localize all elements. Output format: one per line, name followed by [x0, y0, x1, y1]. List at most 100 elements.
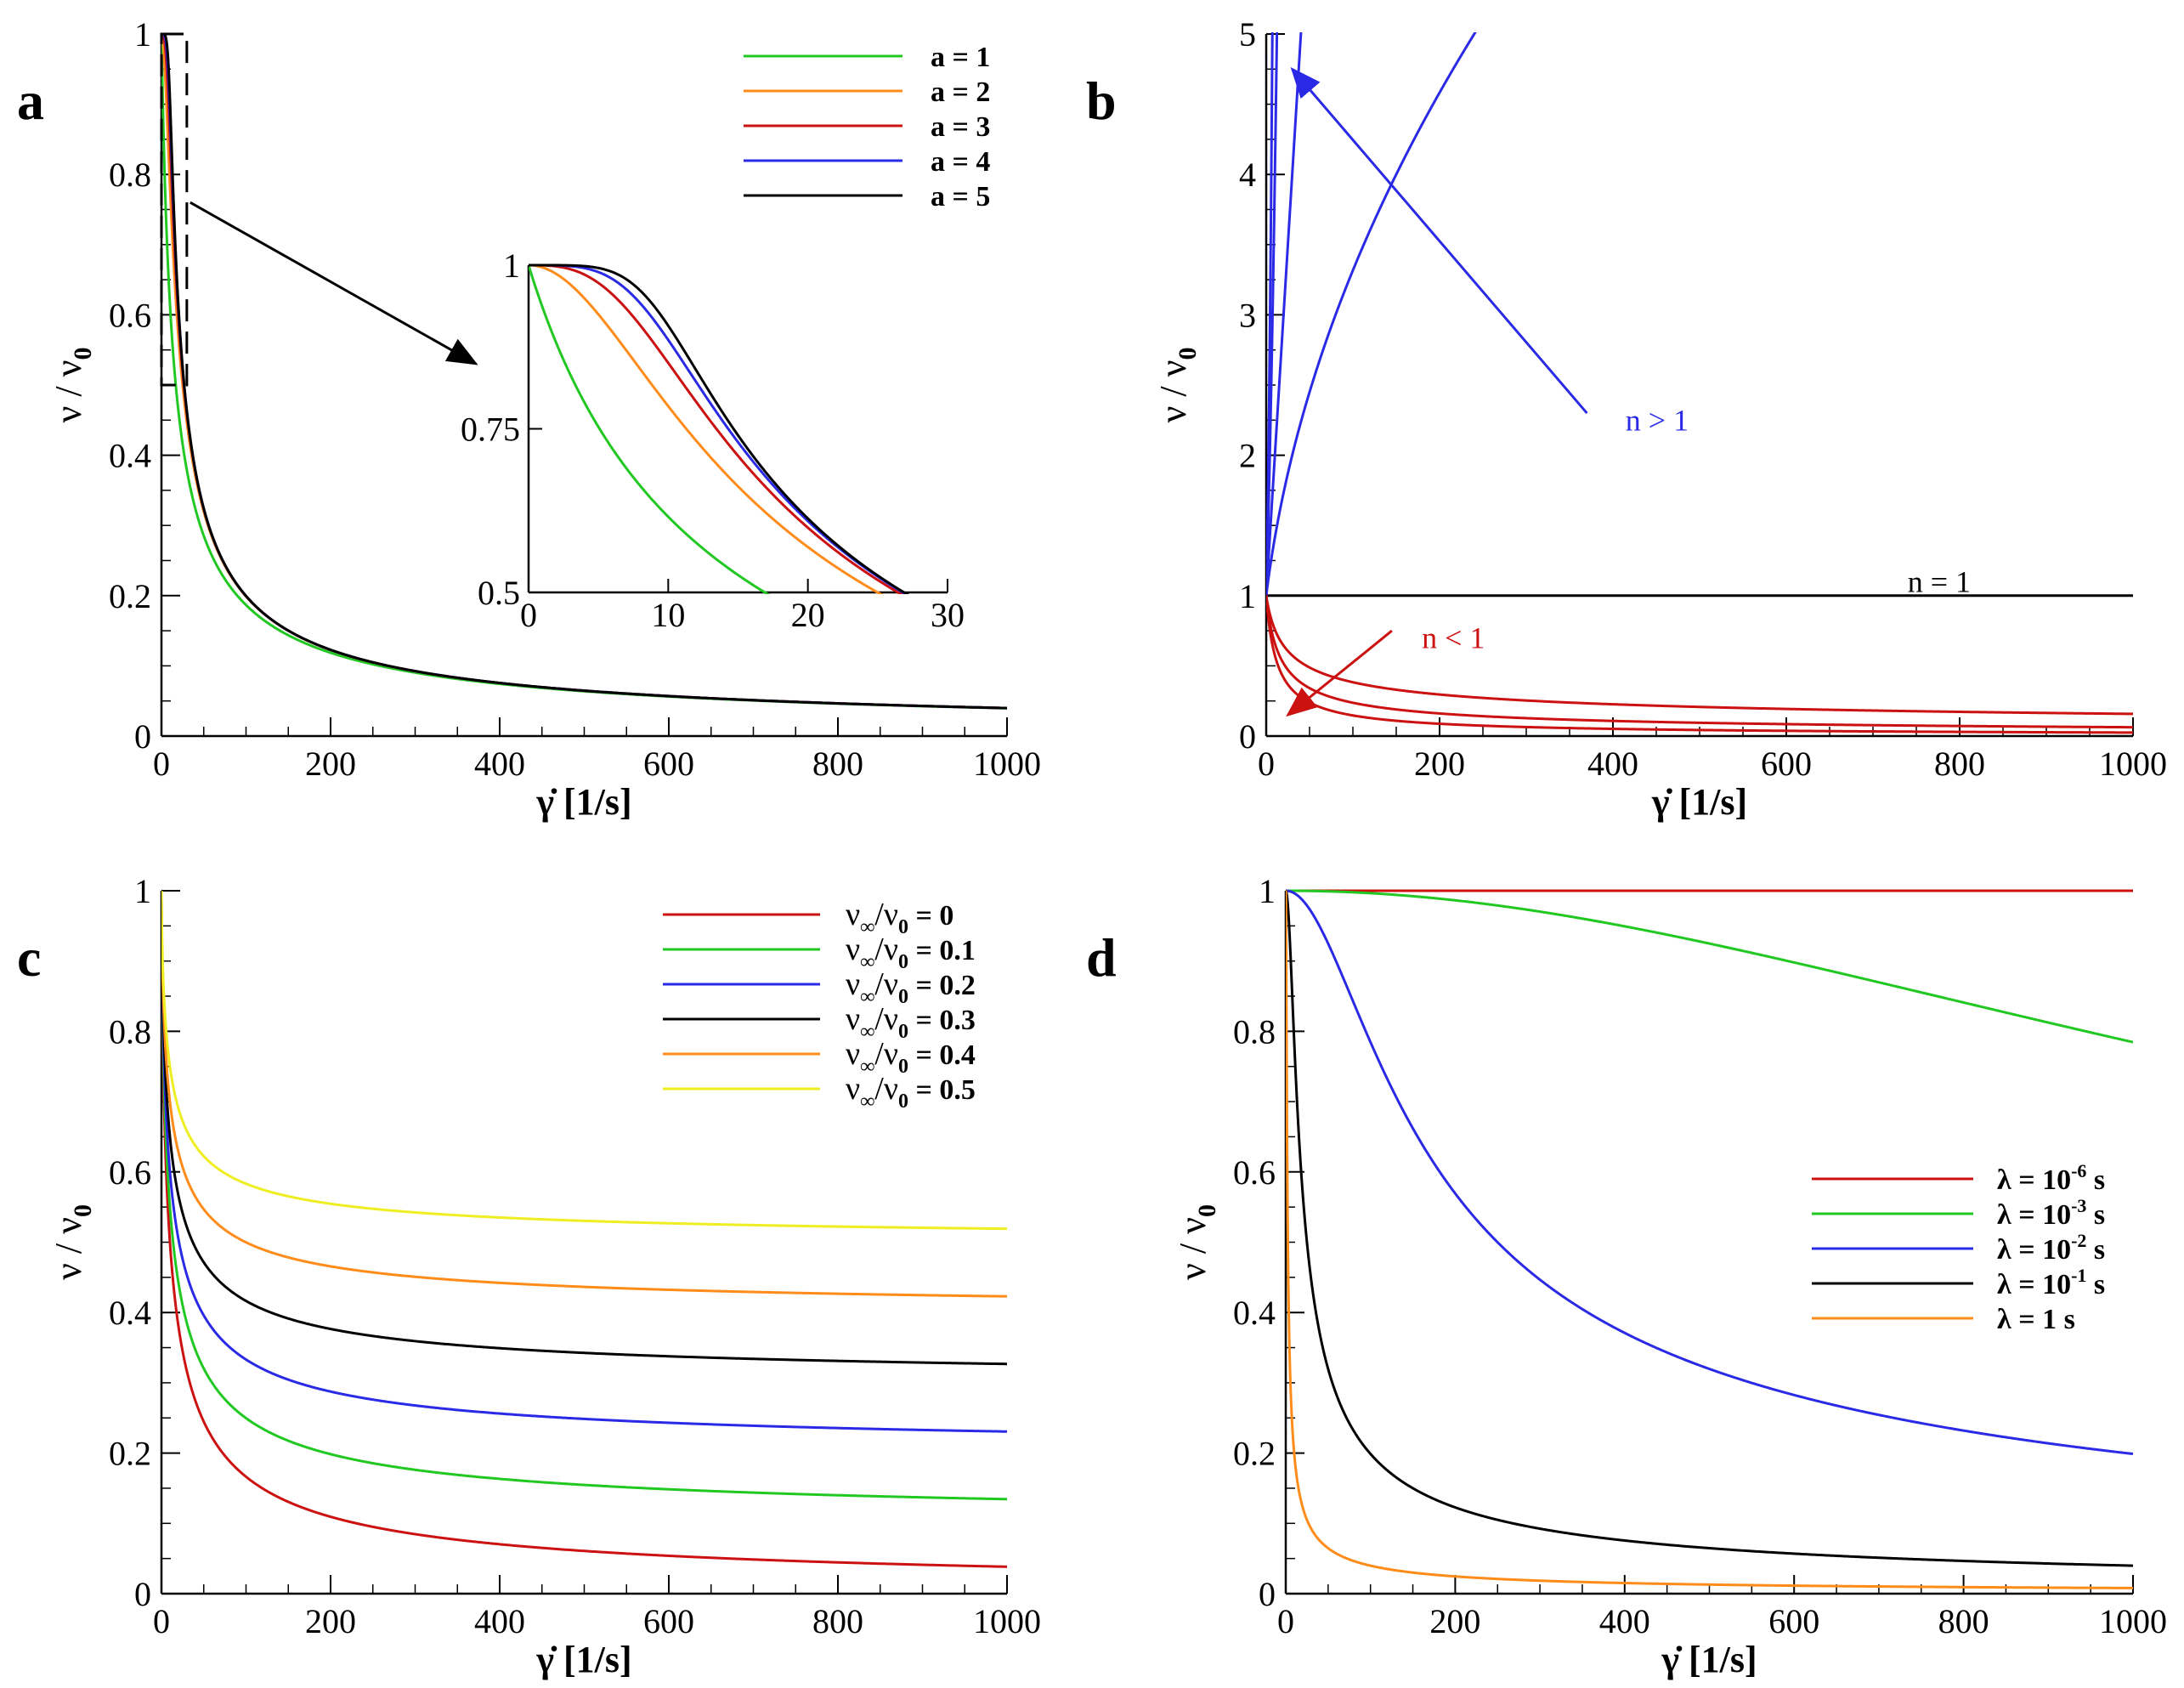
- x-tick-label: 0: [1277, 1602, 1294, 1640]
- inset-x-tick-label: 10: [651, 596, 685, 634]
- x-tick-label: 200: [305, 1602, 356, 1640]
- x-tick-label: 600: [1768, 1602, 1819, 1640]
- inset-series-group: [529, 263, 909, 594]
- legend-label: a = 2: [931, 76, 990, 108]
- series-line: [1266, 595, 2133, 716]
- series-line: [1266, 32, 1274, 596]
- series-group: [1266, 32, 2133, 734]
- y-axis-title-main: ν / ν: [1152, 360, 1194, 422]
- series-group: [161, 891, 1007, 1568]
- x-tick-label: 800: [1938, 1602, 1989, 1640]
- y-tick-label: 0.4: [1233, 1294, 1276, 1332]
- legend-nu: ν: [846, 1001, 860, 1037]
- series-line: [161, 891, 1007, 1231]
- inset-series-line: [529, 263, 909, 594]
- series-group: [161, 32, 1007, 710]
- legend-value: = 0: [908, 900, 953, 932]
- y-tick-label: 0.4: [109, 437, 151, 475]
- legend-nu: ν: [846, 932, 860, 967]
- x-tick-label: 200: [305, 745, 356, 783]
- inset-series-line: [529, 264, 771, 594]
- inset-x-tick-label: 20: [791, 596, 825, 634]
- panel-c: c 0 200 400 600 800 1000 0 0.2 0.4 0.6 0.8 1 γ̇ [1/s]…: [17, 872, 1041, 1680]
- legend-label: λ = 10-2 s: [1997, 1230, 2105, 1266]
- y-tick-label: 0.8: [1233, 1012, 1276, 1051]
- legend: ν∞/ν0 = 0ν∞/ν0 = 0.1ν∞/ν0 = 0.2ν∞/ν0 = 0…: [663, 897, 976, 1113]
- x-tick-label: 200: [1414, 745, 1465, 783]
- series-line: [1286, 889, 2133, 1044]
- x-tick-label: 0: [153, 1602, 170, 1640]
- series-line: [161, 32, 1007, 710]
- series-line: [161, 891, 1007, 1501]
- inset-y-tick-label: 1: [503, 246, 520, 285]
- legend-label: a = 4: [931, 146, 990, 178]
- y-tick-label: 4: [1239, 156, 1256, 194]
- y-tick-label: 1: [1259, 872, 1276, 910]
- y-tick-label: 0.8: [109, 1012, 151, 1051]
- y-axis-title: ν / ν0: [1172, 1204, 1221, 1280]
- panel-label: c: [17, 927, 41, 988]
- x-tick-label: 800: [812, 1602, 863, 1640]
- y-tick-label: 0.6: [109, 296, 151, 334]
- legend-base: λ = 10: [1997, 1269, 2071, 1300]
- legend-unit: s: [2086, 1164, 2105, 1196]
- series-group: [1286, 889, 2133, 1589]
- x-tick-label: 600: [643, 1602, 694, 1640]
- legend-sub: 0: [898, 951, 908, 973]
- x-axis-title: γ̇ [1/s]: [535, 781, 631, 823]
- y-axis-title-sub: 0: [1174, 347, 1202, 360]
- series-line: [161, 891, 1007, 1298]
- y-axis-title-sub: 0: [69, 347, 97, 360]
- series-line: [161, 32, 1007, 710]
- x-tick-label: 800: [812, 745, 863, 783]
- annotation-label: n < 1: [1422, 620, 1485, 654]
- legend-base: λ = 10: [1997, 1234, 2071, 1266]
- y-tick-label: 0.2: [109, 1435, 151, 1473]
- panel-d: d 0 200 400 600 800 1000 0 0.2 0.4 0.6 0.8 1 γ̇ [1/s]…: [1086, 872, 2167, 1680]
- y-tick-label: 0.6: [109, 1153, 151, 1192]
- x-tick-label: 200: [1429, 1602, 1480, 1640]
- panel-label: a: [17, 71, 44, 131]
- inset-y-tick-label: 0.75: [461, 411, 520, 449]
- inset-y-tick-label: 0.5: [478, 574, 520, 612]
- annotation-label: n > 1: [1626, 403, 1689, 437]
- legend-value: = 0.4: [908, 1039, 976, 1071]
- legend-label: ν∞/ν0 = 0.2: [846, 966, 976, 1008]
- series-line: [161, 891, 1007, 1366]
- legend-label: ν∞/ν0 = 0.4: [846, 1036, 976, 1078]
- legend-sub: ∞: [860, 1056, 874, 1078]
- legend-nu: ν: [846, 1036, 860, 1072]
- legend-slash: /ν: [874, 932, 898, 967]
- y-axis-title-main: ν / ν: [1172, 1217, 1214, 1280]
- legend-sub: ∞: [860, 986, 874, 1008]
- x-tick-label: 0: [153, 745, 170, 783]
- x-tick-label: 1000: [2099, 1602, 2167, 1640]
- legend-label: a = 5: [931, 181, 990, 212]
- legend-label: λ = 10-6 s: [1997, 1160, 2105, 1196]
- y-axis-title-sub: 0: [69, 1204, 97, 1217]
- legend-base: λ = 1 s: [1997, 1304, 2075, 1335]
- y-tick-label: 1: [1239, 577, 1256, 615]
- x-tick-label: 1000: [973, 1602, 1041, 1640]
- x-tick-label: 1000: [2099, 745, 2167, 783]
- y-tick-label: 0: [1259, 1575, 1276, 1613]
- legend-sub: ∞: [860, 951, 874, 973]
- y-tick-label: 2: [1239, 437, 1256, 475]
- y-axis-title-main: ν / ν: [48, 360, 89, 422]
- legend-nu: ν: [846, 897, 860, 932]
- series-line: [1266, 595, 2133, 729]
- legend-slash: /ν: [874, 1036, 898, 1072]
- legend-value: = 0.1: [908, 935, 976, 966]
- legend-exp: -2: [2071, 1230, 2086, 1251]
- legend-sub: ∞: [860, 1021, 874, 1043]
- x-tick-label: 1000: [973, 745, 1041, 783]
- x-tick-label: 400: [1599, 1602, 1650, 1640]
- y-tick-label: 3: [1239, 296, 1256, 334]
- panel-label: d: [1086, 927, 1117, 988]
- legend-label: ν∞/ν0 = 0.5: [846, 1071, 976, 1113]
- y-axis-title: ν / ν0: [48, 1204, 97, 1280]
- series-line: [161, 34, 1007, 710]
- legend-label: λ = 1 s: [1997, 1304, 2075, 1335]
